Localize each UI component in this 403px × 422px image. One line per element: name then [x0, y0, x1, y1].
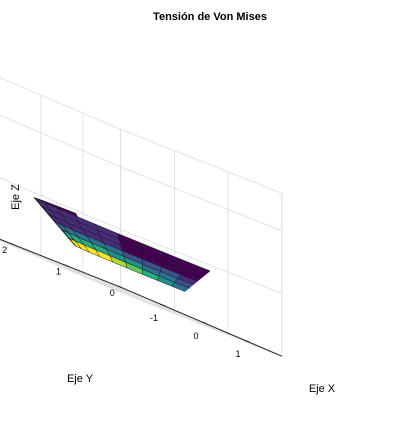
y-tick-label: 2 — [2, 245, 7, 255]
x-tick-mark — [201, 321, 208, 325]
floor-grid-line-y — [68, 266, 229, 336]
x-axis-label: Eje X — [309, 383, 336, 395]
y-tick-mark — [10, 242, 15, 246]
box-edge — [0, 77, 121, 130]
surface-cell — [186, 262, 211, 275]
axes-grid — [0, 77, 283, 357]
back-wall-grid-line-z — [0, 114, 121, 168]
side-wall-grid-line-z — [120, 291, 282, 357]
x-tick-mark — [159, 303, 166, 307]
surface-mesh — [33, 197, 211, 292]
y-tick-label: 1 — [56, 267, 61, 277]
side-wall-grid-line-z — [120, 229, 282, 294]
floor-grid-line-x — [40, 257, 203, 323]
x-tick-label: 1 — [235, 349, 240, 359]
back-wall-grid-line-z — [0, 240, 121, 293]
x-tick-label: -1 — [150, 313, 158, 323]
box-edge — [120, 128, 282, 194]
floor-grid-line-x — [82, 275, 245, 341]
y-axis-label: Eje Y — [67, 373, 94, 385]
tick-labels: -1010123012 — [2, 245, 240, 359]
back-wall-grid-line-z — [0, 177, 121, 230]
floor-grid-line-x — [0, 240, 161, 305]
z-axis-label: Eje Z — [10, 184, 22, 210]
side-wall-grid-line-z — [120, 166, 282, 232]
chart-title: Tensión de Von Mises — [153, 11, 267, 23]
y-tick-mark — [117, 285, 123, 289]
y-axis-line — [0, 238, 123, 289]
x-tick-label: 0 — [193, 331, 198, 341]
x-tick-mark — [243, 339, 250, 343]
floor-grid-line-y — [14, 244, 175, 314]
y-tick-label: 0 — [110, 288, 115, 298]
y-tick-mark — [64, 264, 69, 267]
axes-lines — [0, 238, 282, 357]
